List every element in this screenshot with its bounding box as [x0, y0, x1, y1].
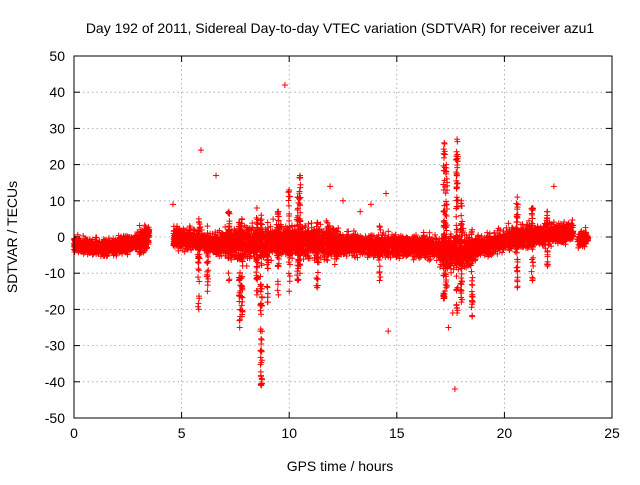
- data-point: [427, 230, 433, 236]
- data-point: [324, 257, 330, 263]
- data-point: [309, 220, 315, 226]
- data-point: [426, 257, 432, 263]
- chart-title: Day 192 of 2011, Sidereal Day-to-day VTE…: [86, 20, 595, 36]
- data-point: [332, 261, 338, 267]
- data-point: [345, 228, 351, 234]
- data-point: [137, 223, 143, 229]
- data-point: [351, 228, 357, 234]
